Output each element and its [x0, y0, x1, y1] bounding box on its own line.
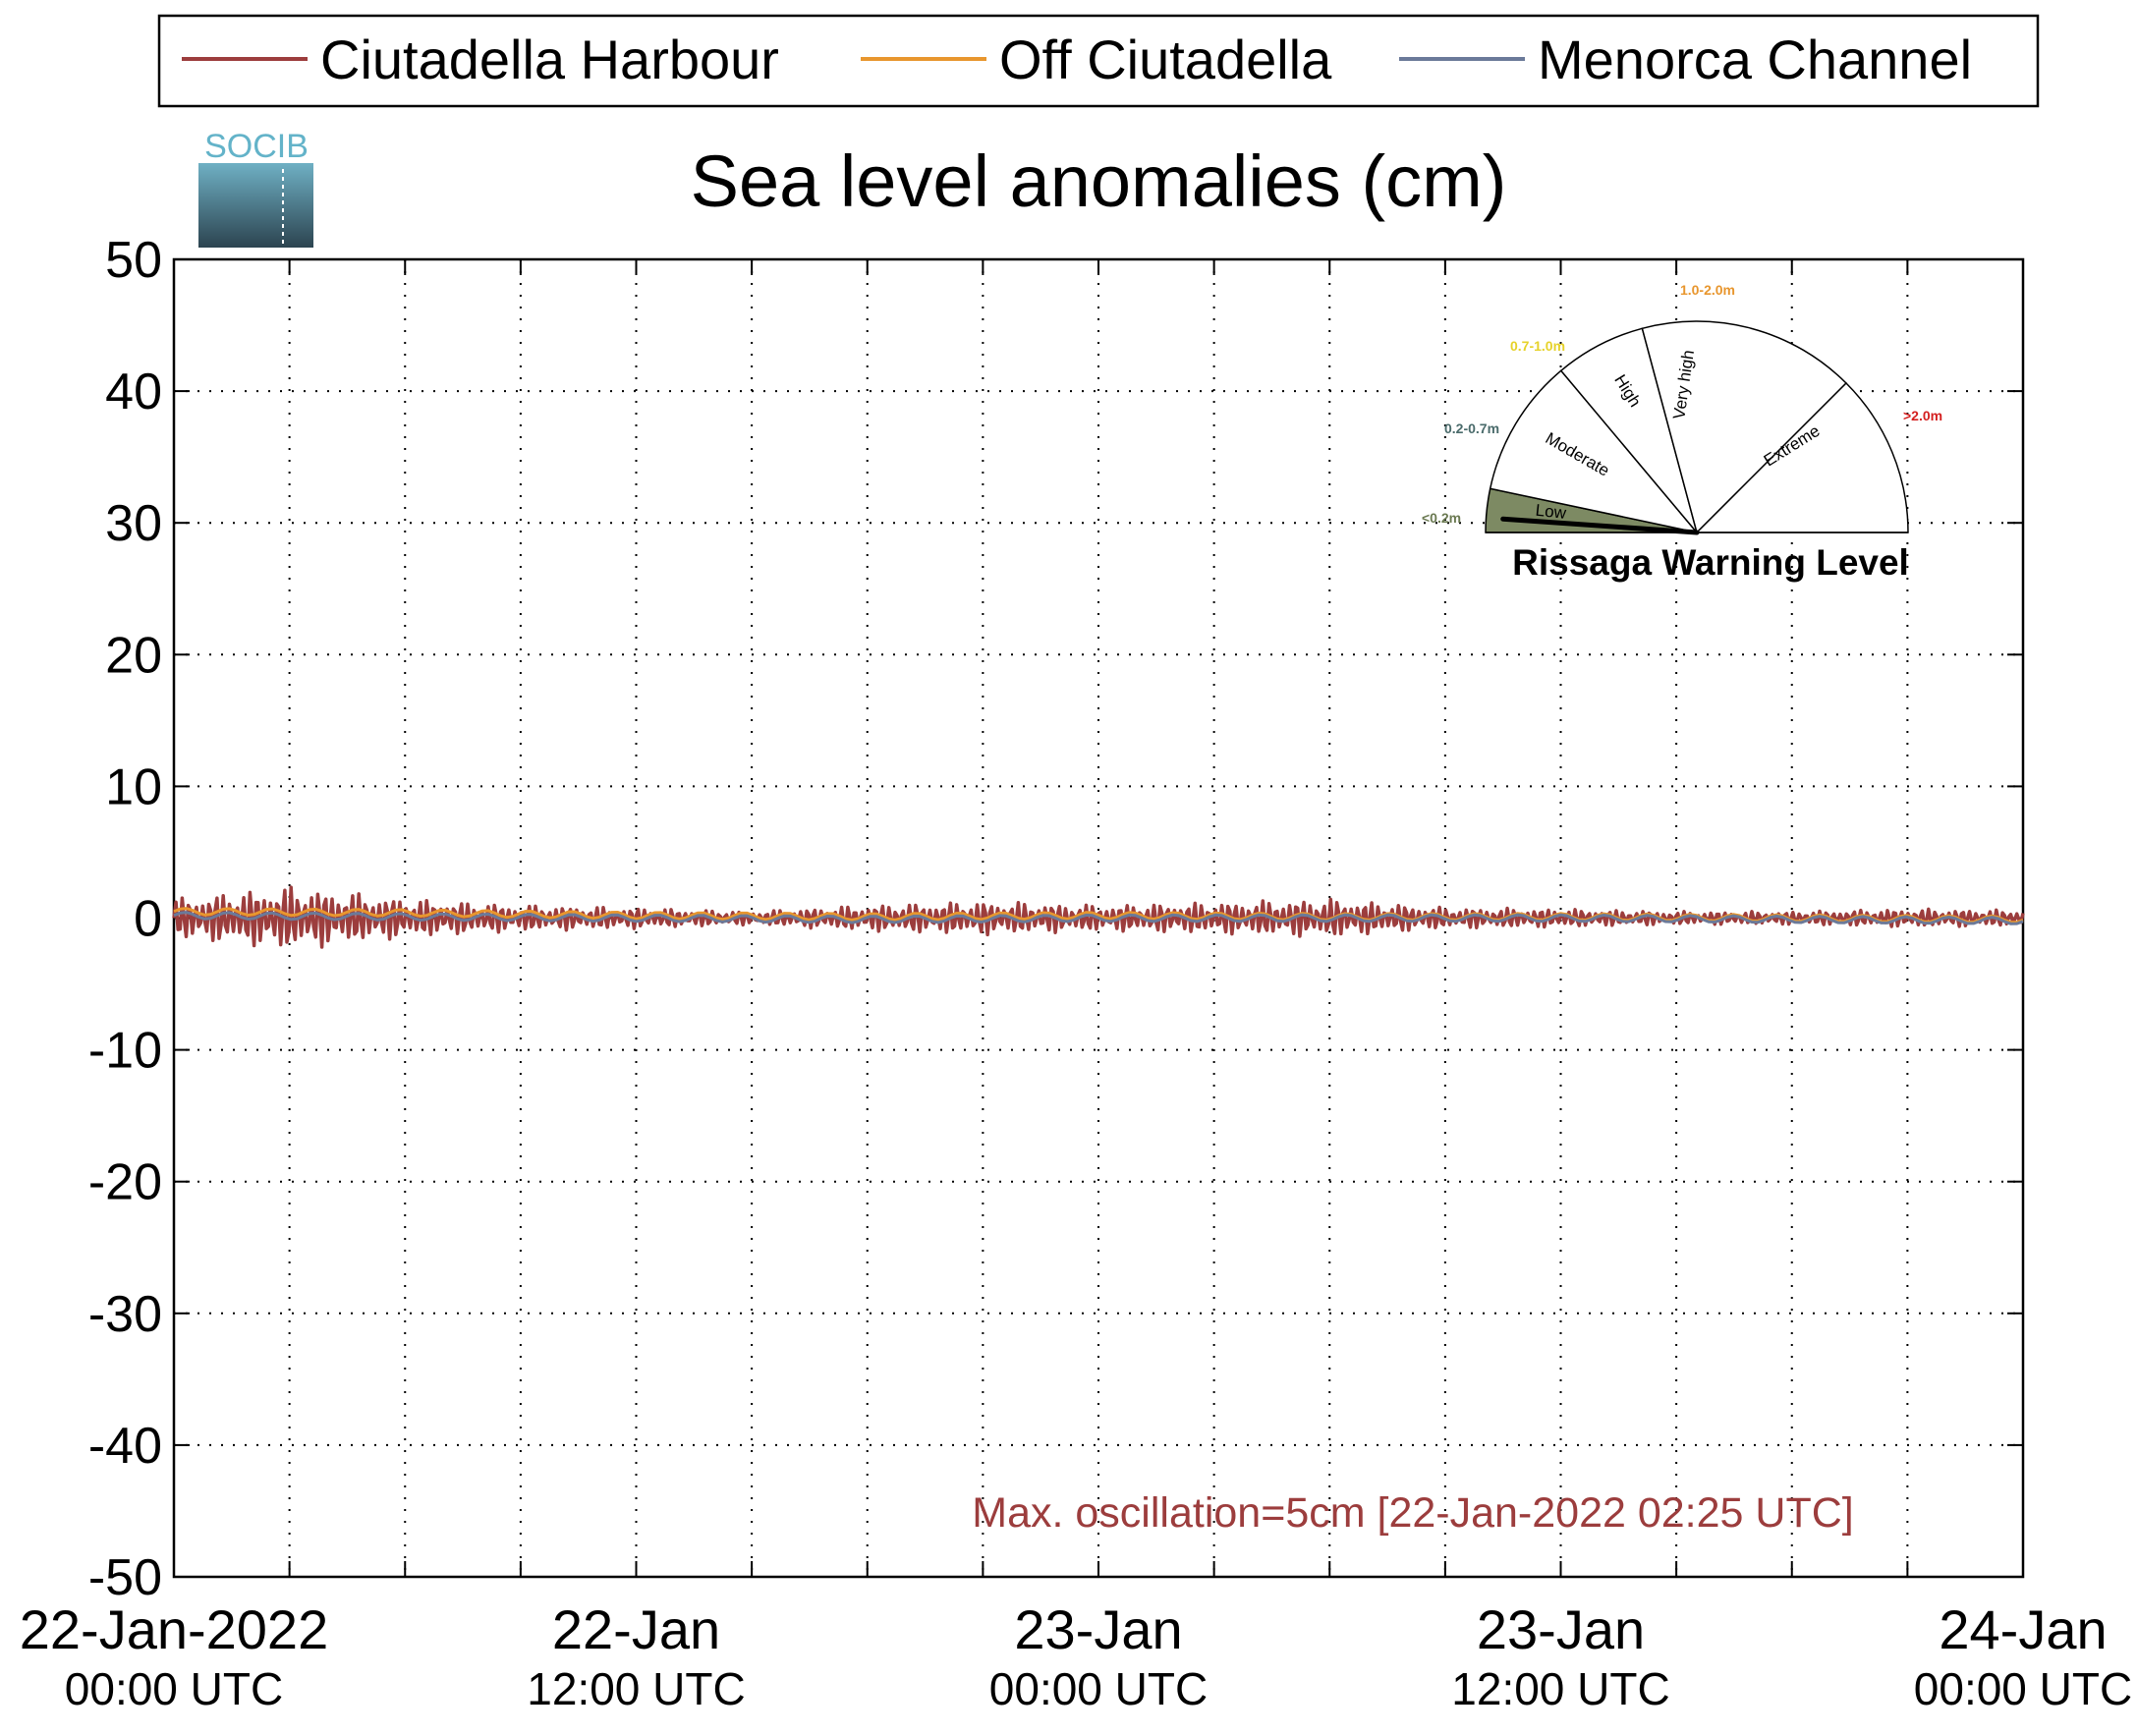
- x-tick-label-date: 24-Jan: [1939, 1598, 2107, 1660]
- legend-label-ciutadella-harbour: Ciutadella Harbour: [320, 28, 779, 90]
- y-tick-label: 30: [105, 495, 162, 552]
- y-tick-label: -30: [88, 1286, 162, 1343]
- y-tick-label: 20: [105, 627, 162, 684]
- gauge-range-high: 0.7-1.0m: [1510, 338, 1565, 354]
- y-axis-labels: 50 40 30 20 10 0 -10 -20 -30 -40 -50: [88, 232, 162, 1606]
- gauge-label-low: Low: [1535, 501, 1568, 523]
- x-tick-label-time: 12:00 UTC: [527, 1663, 745, 1714]
- gauge-title: Rissaga Warning Level: [1512, 542, 1909, 583]
- gauge-sector-extreme: [1695, 381, 1909, 533]
- y-tick-label: -20: [88, 1154, 162, 1211]
- gauge-sector-very-high: [1641, 320, 1848, 534]
- legend-label-off-ciutadella: Off Ciutadella: [999, 28, 1332, 90]
- chart-title: Sea level anomalies (cm): [691, 140, 1507, 222]
- x-tick-label-time: 12:00 UTC: [1451, 1663, 1669, 1714]
- logo-text: SOCIB: [204, 128, 309, 165]
- y-tick-label: -40: [88, 1418, 162, 1475]
- y-tick-label: 40: [105, 364, 162, 420]
- x-tick-label-time: 00:00 UTC: [1914, 1663, 2132, 1714]
- x-tick-label-date: 23-Jan: [1477, 1598, 1645, 1660]
- gauge-range-extreme: >2.0m: [1903, 408, 1942, 423]
- gauge-range-very-high: 1.0-2.0m: [1680, 282, 1735, 298]
- y-tick-label: 50: [105, 232, 162, 289]
- gauge-needle: [1500, 516, 1700, 535]
- x-tick-label-date: 23-Jan: [1014, 1598, 1182, 1660]
- legend-label-menorca-channel: Menorca Channel: [1538, 28, 1972, 90]
- y-tick-label: -50: [88, 1549, 162, 1606]
- x-tick-label-time: 00:00 UTC: [989, 1663, 1208, 1714]
- socib-logo: SOCIB: [198, 128, 313, 248]
- x-tick-label-time: 00:00 UTC: [65, 1663, 283, 1714]
- y-tick-label: 10: [105, 758, 162, 815]
- max-oscillation-annotation: Max. oscillation=5cm [22-Jan-2022 02:25 …: [972, 1489, 1853, 1537]
- series-line-menorca-channel: [173, 911, 2024, 925]
- x-tick-label-date: 22-Jan: [552, 1598, 720, 1660]
- legend: Ciutadella Harbour Off Ciutadella Menorca …: [157, 14, 2040, 108]
- x-tick-label-date: 22-Jan-2022: [20, 1598, 328, 1660]
- gauge-range-moderate: 0.2-0.7m: [1444, 420, 1499, 436]
- logo-block: [198, 163, 313, 248]
- y-tick-label: 0: [134, 891, 162, 948]
- gauge-range-low: <0.2m: [1422, 510, 1461, 526]
- series-layer: [172, 885, 2025, 949]
- legend-frame: [157, 14, 2040, 108]
- gauge-sector-moderate: [1489, 369, 1699, 534]
- y-tick-label: -10: [88, 1023, 162, 1080]
